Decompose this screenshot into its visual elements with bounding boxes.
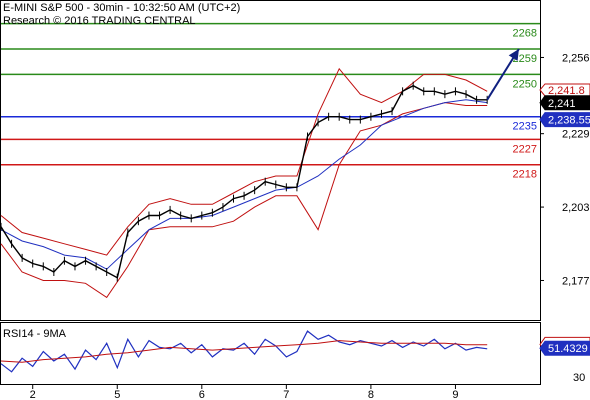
main-panel-frame [0, 0, 541, 321]
level-label-2235: 2235 [513, 121, 537, 133]
price-tag-ma-box [539, 112, 590, 128]
y-tick-label: 2,256 [562, 52, 590, 64]
level-label-2227: 2227 [513, 143, 537, 155]
level-label-2250: 2250 [513, 78, 537, 90]
x-tick-label: 2 [30, 389, 36, 400]
y-tick-label: 2,203 [562, 202, 590, 214]
series-lower_band [0, 102, 488, 299]
price-tag-upper: 2,241.8 [548, 85, 585, 97]
rsi-layer [0, 330, 488, 373]
y-tick-label: 2,177 [562, 275, 590, 287]
rsi-title: RSI14 - 9MA [3, 328, 67, 340]
levels-layer: 2268 2259 2250 2235 2227 2218 [1, 22, 540, 181]
y-tick-label: 2,229 [562, 129, 590, 141]
x-tick-label: 6 [199, 389, 205, 400]
bollinger-layer [0, 67, 488, 299]
price-tag-last: 2,241 [548, 98, 576, 110]
level-label-2268: 2268 [513, 28, 537, 40]
x-tick-label: 5 [114, 389, 120, 400]
price-tag-last-box [539, 95, 590, 111]
price-layer [0, 81, 488, 282]
series-upper_band [0, 67, 488, 256]
series-moving_average [0, 99, 488, 270]
level-label-2259: 2259 [513, 53, 537, 65]
price-tag-rsi-box [539, 340, 590, 356]
price-tag-upper-box [539, 83, 590, 97]
chart-title: E-MINI S&P 500 - 30min - 10:32:50 AM (UT… [3, 2, 240, 14]
forecast-arrowhead [508, 49, 519, 61]
level-label-2218: 2218 [513, 169, 537, 181]
x-tick-label: 7 [283, 389, 289, 400]
x-axis: 2 5 6 7 8 9 [30, 384, 459, 400]
rsi-y-tick-label: 30 [573, 372, 585, 384]
rsi-panel-frame [0, 322, 541, 385]
price-tag-rsi: 51.4329 [548, 343, 588, 355]
series-rsi_ma [0, 340, 488, 363]
chart-subtitle: Research © 2016 TRADING CENTRAL [3, 15, 196, 27]
x-tick-label: 8 [368, 389, 374, 400]
y-axis: 2,256 2,229 2,203 2,177 30 [540, 52, 590, 384]
forecast-layer [486, 48, 520, 101]
price-tag-ma: 2,238.55 [548, 115, 590, 127]
x-tick-label: 9 [452, 389, 458, 400]
rsi-panel: RSI14 - 9MA [0, 322, 541, 385]
main-price-panel: 2268 2259 2250 2235 2227 2218 E-MINI S&P 500 … [0, 0, 541, 321]
series-rsi [0, 330, 488, 373]
